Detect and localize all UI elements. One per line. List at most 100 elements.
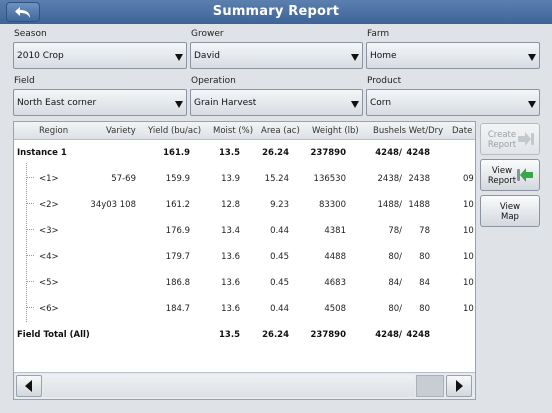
cell-region: Field Total (All) xyxy=(17,330,90,340)
view-map-button[interactable]: View Map xyxy=(480,195,540,227)
cell-region: <5> xyxy=(39,278,59,288)
cell-weight: 136530 xyxy=(313,174,346,184)
table-row[interactable]: <4> 179.7 13.6 0.45 4488 80/80 10 xyxy=(14,244,475,270)
cell-area: 0.45 xyxy=(270,278,289,288)
header-yield: Yield (bu/ac) xyxy=(148,126,202,136)
cell-yield: 184.7 xyxy=(165,304,190,314)
grower-dropdown[interactable]: David xyxy=(190,42,363,69)
tree-connector xyxy=(26,307,34,308)
operation-value: Grain Harvest xyxy=(194,98,257,108)
grower-label: Grower xyxy=(191,29,224,39)
cell-yield: 159.9 xyxy=(165,174,190,184)
dropdown-arrow-icon xyxy=(528,101,536,108)
header-region: Region xyxy=(39,126,69,136)
cell-yield: 176.9 xyxy=(165,226,190,236)
cell-dry: 4248 xyxy=(406,148,430,158)
cell-dry: 80 xyxy=(419,252,430,262)
view-map-line1: View xyxy=(499,202,521,212)
create-report-button[interactable]: Create Report xyxy=(480,123,540,155)
cell-variety: 57-69 xyxy=(111,174,136,184)
cell-weight: 237890 xyxy=(310,148,347,158)
summary-table[interactable]: Region Variety Yield (bu/ac) Moist (%) A… xyxy=(13,121,476,400)
table-row[interactable]: <3> 176.9 13.4 0.44 4381 78/78 10 xyxy=(14,218,475,244)
table-row[interactable]: Instance 1 161.9 13.5 26.24 237890 4248/4248 xyxy=(14,140,475,166)
cell-variety: 34y03 108 xyxy=(90,200,136,210)
table-row[interactable]: <5> 186.8 13.6 0.45 4683 84/84 10 xyxy=(14,270,475,296)
horizontal-scrollbar[interactable] xyxy=(14,372,475,399)
cell-wet: 2438/ xyxy=(377,174,403,184)
header-bushels: Bushels Wet/Dry xyxy=(373,126,444,136)
dropdown-arrow-icon xyxy=(175,54,183,61)
cell-moist: 13.5 xyxy=(219,330,240,340)
cell-wet: 80/ xyxy=(388,304,402,314)
farm-dropdown[interactable]: Home xyxy=(366,42,540,69)
cell-weight: 4683 xyxy=(324,278,346,288)
header-date: Date xyxy=(452,126,473,136)
cell-dry: 84 xyxy=(419,278,430,288)
cell-moist: 12.8 xyxy=(221,200,240,210)
cell-region: Instance 1 xyxy=(17,148,67,158)
operation-dropdown[interactable]: Grain Harvest xyxy=(190,89,363,116)
scroll-right-button[interactable] xyxy=(446,375,472,397)
back-button[interactable] xyxy=(6,2,40,22)
field-dropdown[interactable]: North East corner xyxy=(13,89,187,116)
cell-date: 10 xyxy=(463,278,474,288)
cell-region: <2> xyxy=(39,200,59,210)
header-variety: Variety xyxy=(106,126,136,136)
cell-moist: 13.9 xyxy=(221,174,240,184)
table-row[interactable]: <2> 34y03 108 161.2 12.8 9.23 83300 1488/1488 1… xyxy=(14,192,475,218)
tree-connector xyxy=(26,229,34,230)
season-label: Season xyxy=(14,29,47,39)
dropdown-arrow-icon xyxy=(528,54,536,61)
dropdown-arrow-icon xyxy=(351,101,359,108)
cell-region: <1> xyxy=(39,174,59,184)
product-value: Corn xyxy=(370,98,392,108)
field-label: Field xyxy=(14,76,35,86)
cell-area: 26.24 xyxy=(262,148,289,158)
cell-area: 0.44 xyxy=(270,304,289,314)
cell-dry: 1488 xyxy=(408,200,430,210)
cell-yield: 161.9 xyxy=(163,148,190,158)
cell-moist: 13.6 xyxy=(221,304,240,314)
cell-date: 10 xyxy=(463,226,474,236)
cell-region: <6> xyxy=(39,304,59,314)
scroll-right-icon xyxy=(456,380,463,392)
season-dropdown[interactable]: 2010 Crop xyxy=(13,42,187,69)
cell-wet: 78/ xyxy=(388,226,402,236)
view-report-line1: View xyxy=(491,166,513,176)
cell-date: 10 xyxy=(463,252,474,262)
scroll-left-icon xyxy=(25,380,32,392)
cell-yield: 179.7 xyxy=(165,252,190,262)
scroll-left-button[interactable] xyxy=(16,375,42,397)
tree-connector xyxy=(26,163,27,322)
table-row[interactable]: Field Total (All) 13.5 26.24 237890 4248/424… xyxy=(14,322,475,348)
cell-wet: 80/ xyxy=(388,252,402,262)
cell-region: <4> xyxy=(39,252,59,262)
cell-yield: 161.2 xyxy=(165,200,190,210)
cell-area: 0.44 xyxy=(270,226,289,236)
view-report-button[interactable]: View Report xyxy=(480,159,540,191)
title-bar: Summary Report xyxy=(0,0,552,24)
cell-area: 15.24 xyxy=(264,174,289,184)
arrow-right-icon xyxy=(518,132,534,146)
table-row[interactable]: <1> 57-69 159.9 13.9 15.24 136530 2438/2438 09 xyxy=(14,166,475,192)
scroll-track[interactable] xyxy=(43,375,415,397)
cell-moist: 13.6 xyxy=(221,278,240,288)
table-row[interactable]: <6> 184.7 13.6 0.44 4508 80/80 10 xyxy=(14,296,475,322)
view-map-line2: Map xyxy=(501,212,519,222)
tree-connector xyxy=(26,203,34,204)
cell-wet: 1488/ xyxy=(377,200,403,210)
cell-wet: 4248/ xyxy=(375,148,402,158)
tree-connector xyxy=(26,281,34,282)
scroll-thumb[interactable] xyxy=(416,375,444,397)
view-report-line2: Report xyxy=(487,176,517,186)
cell-area: 0.45 xyxy=(270,252,289,262)
product-dropdown[interactable]: Corn xyxy=(366,89,540,116)
product-label: Product xyxy=(367,76,402,86)
cell-wet: 4248/ xyxy=(375,330,402,340)
cell-region: <3> xyxy=(39,226,59,236)
field-value: North East corner xyxy=(17,98,97,108)
back-arrow-icon xyxy=(15,7,30,18)
cell-weight: 83300 xyxy=(318,200,346,210)
farm-label: Farm xyxy=(367,29,390,39)
